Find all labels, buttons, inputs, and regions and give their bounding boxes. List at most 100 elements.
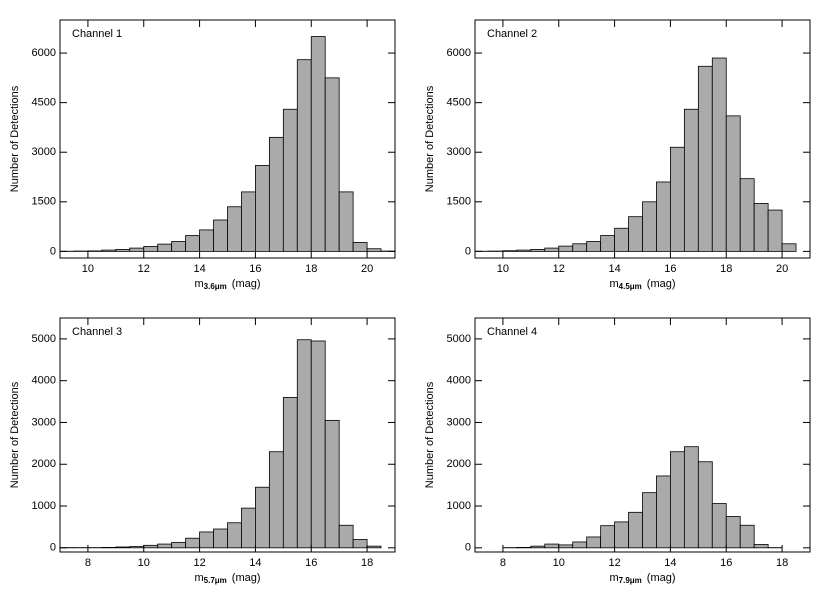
bar — [367, 249, 381, 252]
bar — [517, 250, 531, 251]
bar — [241, 508, 255, 548]
y-tick-label: 4000 — [447, 375, 471, 387]
bar — [782, 244, 796, 252]
x-tick-label: 18 — [361, 557, 373, 569]
bar — [158, 244, 172, 251]
y-axis-label: Number of Detections — [9, 381, 21, 488]
bar — [643, 493, 657, 548]
bar — [144, 246, 158, 251]
x-axis-label: m7.9μm(mag) — [609, 572, 675, 585]
y-axis-label: Number of Detections — [9, 85, 21, 192]
x-tick-label: 18 — [305, 263, 317, 275]
bar — [311, 341, 325, 548]
x-tick-label: 16 — [664, 263, 676, 275]
bar — [186, 538, 200, 548]
bar — [656, 182, 670, 251]
x-axis-label-subscript: 4.5μm — [619, 282, 642, 291]
bar — [656, 476, 670, 548]
x-axis-label-unit: (mag) — [647, 278, 676, 290]
bar — [144, 545, 158, 548]
y-tick-label: 5000 — [32, 333, 56, 345]
y-tick-label: 4000 — [32, 375, 56, 387]
bar — [643, 202, 657, 252]
bar — [269, 137, 283, 251]
x-tick-label: 18 — [776, 557, 788, 569]
x-axis-label-main: m — [609, 572, 618, 584]
y-axis-label: Number of Detections — [424, 85, 436, 192]
bar — [255, 165, 269, 251]
x-tick-label: 16 — [305, 557, 317, 569]
bar — [255, 487, 269, 548]
x-axis-label: m4.5μm(mag) — [609, 278, 675, 291]
bar — [116, 547, 130, 548]
bar — [241, 192, 255, 252]
bar — [698, 66, 712, 251]
y-tick-label: 1500 — [32, 196, 56, 208]
bar — [158, 544, 172, 548]
bar — [228, 207, 242, 252]
x-tick-label: 12 — [138, 263, 150, 275]
y-tick-label: 6000 — [32, 47, 56, 59]
x-tick-label: 16 — [249, 263, 261, 275]
x-tick-label: 10 — [497, 263, 509, 275]
bar — [531, 249, 545, 251]
x-tick-label: 20 — [776, 263, 788, 275]
bar — [269, 452, 283, 548]
bar — [573, 542, 587, 548]
bar — [712, 58, 726, 251]
bar — [726, 116, 740, 252]
y-tick-label: 1000 — [32, 500, 56, 512]
x-tick-label: 10 — [553, 557, 565, 569]
x-tick-label: 14 — [608, 263, 620, 275]
bar — [712, 504, 726, 548]
bar — [670, 147, 684, 251]
bar — [545, 544, 559, 548]
bar — [283, 397, 297, 547]
x-tick-label: 10 — [82, 263, 94, 275]
bar — [684, 447, 698, 548]
y-tick-label: 2000 — [447, 458, 471, 470]
x-tick-label: 14 — [664, 557, 676, 569]
bar — [116, 249, 130, 251]
bar — [200, 230, 214, 251]
x-tick-label: 12 — [553, 263, 565, 275]
x-tick-label: 18 — [720, 263, 732, 275]
bar — [559, 545, 573, 548]
y-tick-label: 3000 — [32, 416, 56, 428]
x-tick-label: 20 — [361, 263, 373, 275]
bar — [130, 547, 144, 548]
bar — [367, 546, 381, 548]
y-tick-label: 6000 — [447, 47, 471, 59]
bar — [353, 242, 367, 251]
bar — [339, 192, 353, 252]
bar — [684, 109, 698, 251]
bar — [587, 241, 601, 251]
bar — [228, 523, 242, 548]
bar — [698, 462, 712, 548]
x-axis-label-main: m — [194, 572, 203, 584]
bar — [214, 220, 228, 251]
bar — [531, 546, 545, 548]
y-tick-label: 0 — [465, 542, 471, 554]
bar — [754, 203, 768, 251]
bar — [130, 248, 144, 251]
y-tick-label: 3000 — [32, 146, 56, 158]
y-tick-label: 1000 — [447, 500, 471, 512]
bar — [297, 340, 311, 548]
bar — [601, 236, 615, 252]
bar — [172, 241, 186, 251]
x-tick-label: 8 — [500, 557, 506, 569]
bar — [311, 37, 325, 252]
panel-title: Channel 3 — [72, 326, 122, 338]
y-tick-label: 5000 — [447, 333, 471, 345]
bar — [740, 525, 754, 548]
x-axis-label: m3.6μm(mag) — [194, 278, 260, 291]
bar — [503, 251, 517, 252]
bar — [283, 109, 297, 251]
bar — [615, 522, 629, 548]
bar — [601, 526, 615, 548]
x-tick-label: 8 — [85, 557, 91, 569]
